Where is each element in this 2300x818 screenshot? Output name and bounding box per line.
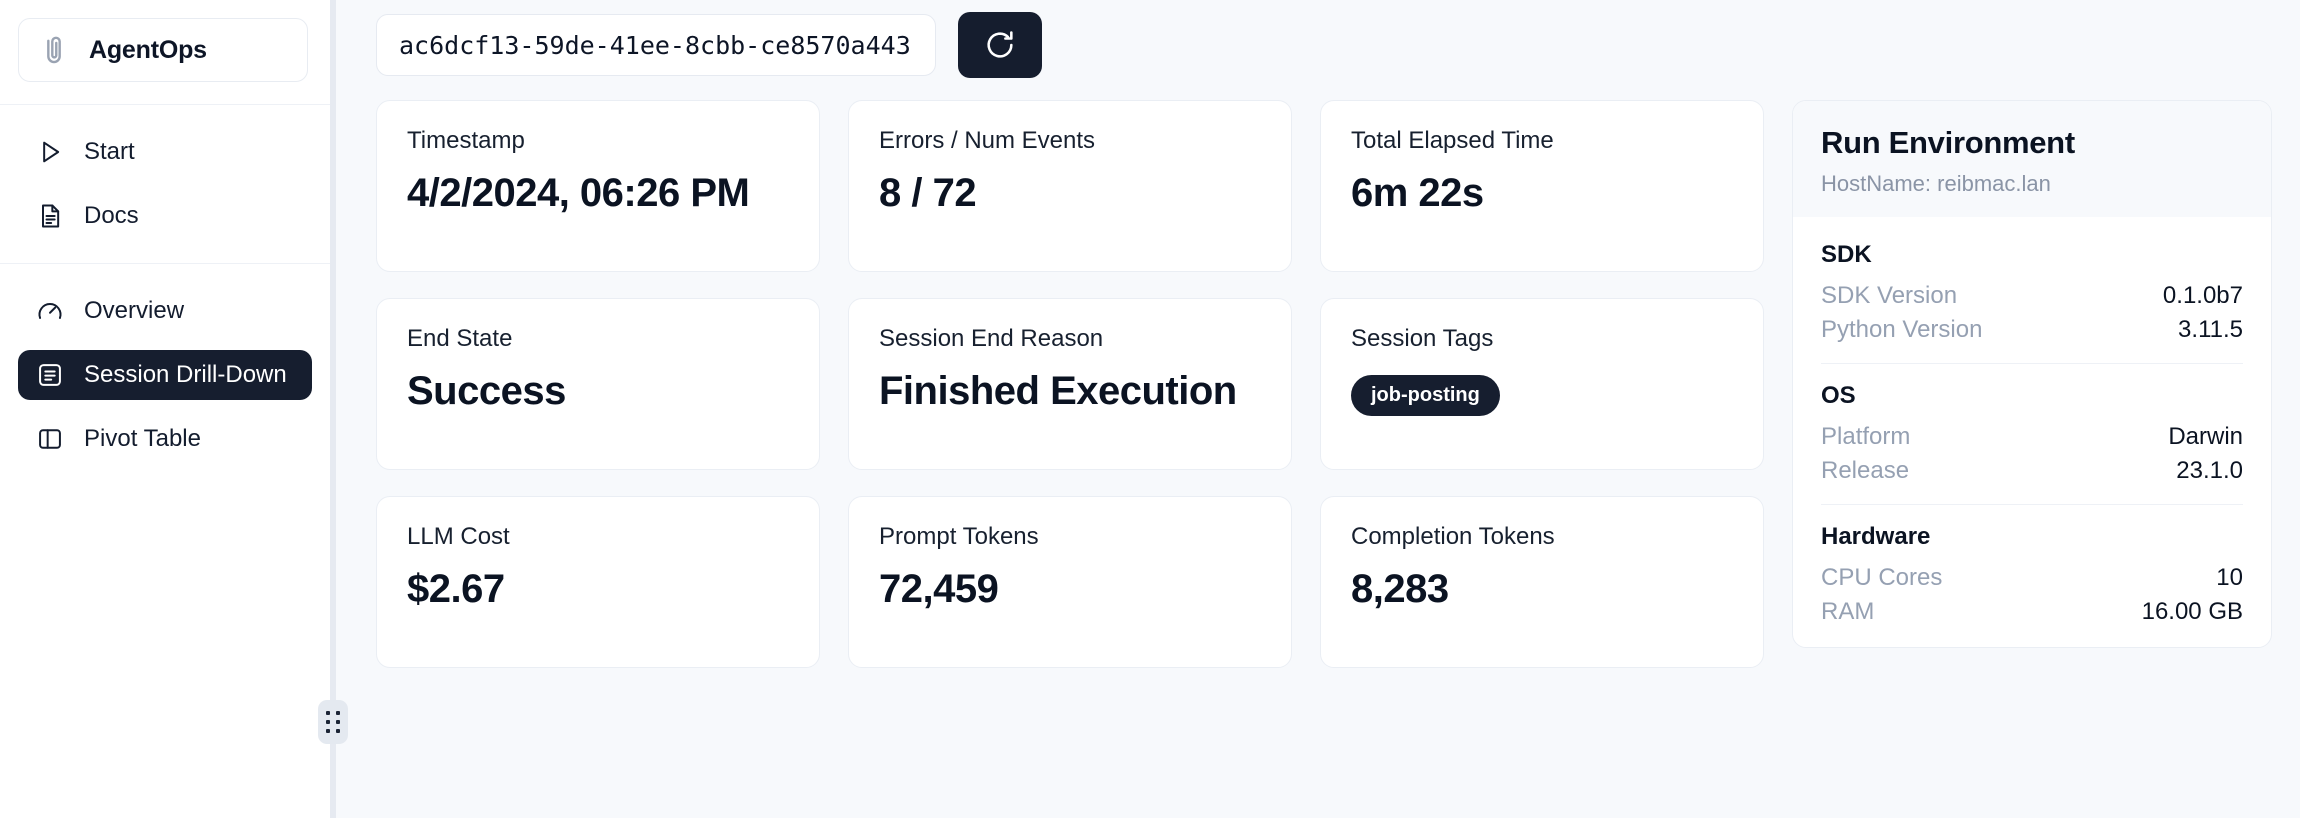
env-row: Release 23.1.0 bbox=[1821, 454, 2243, 488]
sidebar-item-start[interactable]: Start bbox=[18, 127, 312, 177]
stat-card-grid: Timestamp 4/2/2024, 06:26 PM Errors / Nu… bbox=[376, 100, 1764, 668]
brand-container: AgentOps bbox=[0, 0, 330, 82]
env-section-os: OS Platform Darwin Release 23.1.0 bbox=[1821, 363, 2243, 488]
brand-name: AgentOps bbox=[89, 35, 207, 64]
stat-card-completion-tokens: Completion Tokens 8,283 bbox=[1320, 496, 1764, 668]
env-row: CPU Cores 10 bbox=[1821, 561, 2243, 595]
env-section-sdk: SDK SDK Version 0.1.0b7 Python Version 3… bbox=[1821, 223, 2243, 347]
sidebar-nav-secondary: Overview Session Drill-Down Pivot Table bbox=[0, 264, 330, 464]
env-key: RAM bbox=[1821, 598, 1875, 625]
card-value: 72,459 bbox=[879, 567, 999, 611]
stat-card-prompt-tokens: Prompt Tokens 72,459 bbox=[848, 496, 1292, 668]
sidebar-item-label: Pivot Table bbox=[84, 425, 201, 452]
run-environment-panel: Run Environment HostName: reibmac.lan SD… bbox=[1792, 100, 2272, 648]
env-value: 23.1.0 bbox=[2176, 457, 2243, 484]
sidebar-resize-handle[interactable] bbox=[318, 700, 348, 744]
env-key: Python Version bbox=[1821, 316, 1983, 343]
env-row: Python Version 3.11.5 bbox=[1821, 313, 2243, 347]
env-value: 16.00 GB bbox=[2141, 598, 2243, 625]
env-row: SDK Version 0.1.0b7 bbox=[1821, 279, 2243, 313]
text-box-icon bbox=[39, 364, 61, 386]
grip-dots-icon bbox=[326, 711, 340, 733]
card-value: 8,283 bbox=[1351, 567, 1449, 611]
card-label: Total Elapsed Time bbox=[1351, 127, 1554, 154]
sidebar-item-pivot-table[interactable]: Pivot Table bbox=[18, 414, 312, 464]
sidebar-item-label: Session Drill-Down bbox=[84, 361, 287, 388]
env-section-hardware: Hardware CPU Cores 10 RAM 16.00 GB bbox=[1821, 504, 2243, 629]
card-value: 4/2/2024, 06:26 PM bbox=[407, 171, 750, 215]
card-label: Completion Tokens bbox=[1351, 523, 1555, 550]
card-value: $2.67 bbox=[407, 567, 505, 611]
sidebar-divider-top bbox=[0, 104, 330, 105]
stat-card-errors-num-events: Errors / Num Events 8 / 72 bbox=[848, 100, 1292, 272]
card-label: LLM Cost bbox=[407, 523, 510, 550]
sidebar-item-label: Start bbox=[84, 138, 135, 165]
stat-card-session-tags: Session Tags job-posting bbox=[1320, 298, 1764, 470]
sidebar-item-docs[interactable]: Docs bbox=[18, 191, 312, 241]
section-title: SDK bbox=[1821, 241, 1872, 268]
card-label: Errors / Num Events bbox=[879, 127, 1096, 154]
sidebar-item-session-drill-down[interactable]: Session Drill-Down bbox=[18, 350, 312, 400]
document-icon bbox=[42, 204, 60, 228]
env-value: Darwin bbox=[2168, 423, 2243, 450]
sidebar-item-label: Docs bbox=[84, 202, 139, 229]
panel-title: Run Environment bbox=[1821, 125, 2075, 160]
stat-card-llm-cost: LLM Cost $2.67 bbox=[376, 496, 820, 668]
refresh-button[interactable] bbox=[958, 12, 1042, 78]
env-row: Platform Darwin bbox=[1821, 420, 2243, 454]
content-area: Timestamp 4/2/2024, 06:26 PM Errors / Nu… bbox=[376, 100, 2272, 668]
stat-card-end-state: End State Success bbox=[376, 298, 820, 470]
card-label: Session End Reason bbox=[879, 325, 1104, 352]
brand-button[interactable]: AgentOps bbox=[18, 18, 308, 82]
env-key: Platform bbox=[1821, 423, 1911, 450]
sidebar-item-label: Overview bbox=[84, 297, 185, 324]
stat-card-total-elapsed-time: Total Elapsed Time 6m 22s bbox=[1320, 100, 1764, 272]
section-title: Hardware bbox=[1821, 523, 1931, 550]
sidebar-resize-divider[interactable] bbox=[318, 0, 348, 818]
env-key: SDK Version bbox=[1821, 282, 1958, 309]
card-value: Success bbox=[407, 369, 566, 413]
env-value: 3.11.5 bbox=[2178, 316, 2243, 343]
hostname-text: HostName: reibmac.lan bbox=[1821, 171, 2051, 196]
env-value: 10 bbox=[2216, 564, 2243, 591]
gauge-icon bbox=[38, 303, 62, 319]
session-id-input[interactable] bbox=[376, 14, 936, 76]
card-value: 8 / 72 bbox=[879, 171, 977, 215]
stat-card-timestamp: Timestamp 4/2/2024, 06:26 PM bbox=[376, 100, 820, 272]
env-key: Release bbox=[1821, 457, 1910, 484]
toolbar bbox=[376, 0, 2272, 100]
stat-card-session-end-reason: Session End Reason Finished Execution bbox=[848, 298, 1292, 470]
run-environment-header: Run Environment HostName: reibmac.lan bbox=[1793, 101, 2271, 217]
sidebar-divider-mid bbox=[0, 263, 330, 264]
card-label: Session Tags bbox=[1351, 325, 1494, 352]
main-content: Timestamp 4/2/2024, 06:26 PM Errors / Nu… bbox=[336, 0, 2300, 818]
card-label: Prompt Tokens bbox=[879, 523, 1039, 550]
card-label: End State bbox=[407, 325, 513, 352]
card-value: 6m 22s bbox=[1351, 171, 1484, 215]
sidebar: AgentOps Start Docs bbox=[0, 0, 330, 818]
paperclip-icon bbox=[47, 36, 61, 64]
env-value: 0.1.0b7 bbox=[2162, 282, 2243, 309]
card-value: Finished Execution bbox=[879, 369, 1237, 413]
sidebar-item-overview[interactable]: Overview bbox=[18, 286, 312, 336]
split-panel-icon bbox=[39, 429, 61, 449]
run-environment-body: SDK SDK Version 0.1.0b7 Python Version 3… bbox=[1793, 217, 2271, 647]
refresh-icon bbox=[987, 31, 1013, 58]
env-key: CPU Cores bbox=[1821, 564, 1943, 591]
play-triangle-icon bbox=[43, 141, 60, 163]
card-label: Timestamp bbox=[407, 127, 525, 154]
status-badge[interactable]: job-posting bbox=[1351, 375, 1500, 416]
section-title: OS bbox=[1821, 382, 1856, 409]
env-row: RAM 16.00 GB bbox=[1821, 595, 2243, 629]
sidebar-nav-primary: Start Docs bbox=[0, 105, 330, 241]
